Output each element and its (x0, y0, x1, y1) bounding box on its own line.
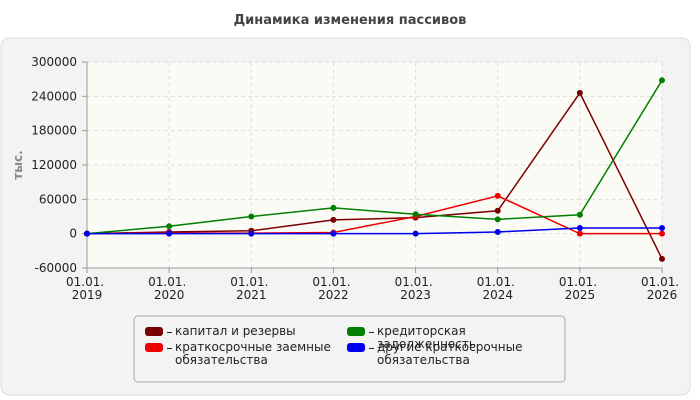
x-tick-label-line: 01.01. (230, 275, 272, 289)
data-point (576, 211, 583, 218)
x-tick-label-line: 2023 (400, 288, 431, 302)
y-tick-label: 0 (69, 227, 77, 241)
legend-dash (167, 348, 172, 349)
y-tick-label: -60000 (34, 261, 77, 275)
data-point (659, 224, 665, 231)
series-line (87, 227, 662, 235)
x-tick-label-line: 2026 (647, 288, 678, 302)
data-point (412, 230, 419, 237)
legend-dash (369, 332, 374, 333)
x-tick-label-line: 2021 (236, 288, 267, 302)
data-point (494, 228, 501, 235)
y-axis-label: тыс. (11, 150, 25, 179)
x-tick-label: 01.01. 2024 (477, 275, 519, 302)
data-point (330, 216, 337, 223)
x-tick-label-line: 2022 (318, 288, 349, 302)
x-tick-label-line: 2024 (482, 288, 513, 302)
y-tick-label: 240000 (31, 89, 77, 103)
x-tick-label: 01.01. 2021 (230, 275, 272, 302)
legend-dash (369, 348, 374, 349)
x-tick-label: 01.01. 2022 (312, 275, 354, 302)
x-tick-label-line: 2020 (154, 288, 185, 302)
y-tick-label: 300000 (31, 55, 77, 69)
legend-entry: капитал и резервы (145, 325, 350, 338)
data-point (84, 230, 90, 237)
x-tick-label: 01.01. 2019 (66, 275, 108, 302)
data-point (330, 230, 337, 237)
data-point (659, 255, 665, 262)
series-line (86, 91, 663, 260)
legend-entry: другие краткосрочные обязательства (347, 341, 552, 367)
legend-entry: кредиторская задолженность (347, 325, 552, 351)
series-line (86, 79, 663, 235)
data-point (494, 207, 501, 214)
data-point (330, 204, 337, 211)
x-tick-label-line: 01.01. (312, 275, 354, 289)
data-point (659, 230, 665, 237)
x-tick-label-line: 2019 (72, 288, 103, 302)
x-tick-label: 01.01. 2020 (148, 275, 190, 302)
legend-dash (167, 332, 172, 333)
x-tick-label: 01.01. 2023 (395, 275, 437, 302)
x-tick-label-line: 01.01. (395, 275, 437, 289)
data-point (494, 192, 501, 199)
data-point (166, 223, 173, 230)
legend-label: кредиторская задолженность (377, 324, 476, 351)
y-tick-label: 180000 (31, 124, 77, 138)
x-tick-label-line: 01.01. (477, 275, 519, 289)
x-tick-label: 01.01. 2025 (559, 275, 601, 302)
legend-label: краткосрочные заемные обязательства (175, 340, 331, 367)
y-tick-label: 120000 (31, 158, 77, 172)
data-point (248, 213, 255, 220)
x-tick-label-line: 2025 (565, 288, 596, 302)
data-point (166, 230, 173, 237)
data-point (248, 230, 255, 237)
legend-swatch (145, 327, 163, 336)
chart-title: Динамика изменения пассивов (234, 13, 467, 28)
legend-swatch (347, 327, 365, 336)
data-point (576, 224, 583, 231)
data-point (576, 89, 583, 96)
x-tick-label-line: 01.01. (559, 275, 601, 289)
data-point (494, 216, 501, 223)
y-tick-label: 60000 (39, 192, 77, 206)
data-point (659, 77, 665, 84)
legend-label: капитал и резервы (175, 324, 296, 338)
x-tick-label-line: 01.01. (66, 275, 108, 289)
x-tick-label-line: 01.01. (641, 275, 683, 289)
data-point (412, 211, 419, 218)
legend-entry: краткосрочные заемные обязательства (145, 341, 350, 367)
legend-label: другие краткосрочные обязательства (377, 340, 523, 367)
x-tick-label: 01.01. 2026 (641, 275, 683, 302)
x-tick-label-line: 01.01. (148, 275, 190, 289)
legend-swatch (145, 343, 163, 352)
data-point (576, 230, 583, 237)
legend-swatch (347, 343, 365, 352)
